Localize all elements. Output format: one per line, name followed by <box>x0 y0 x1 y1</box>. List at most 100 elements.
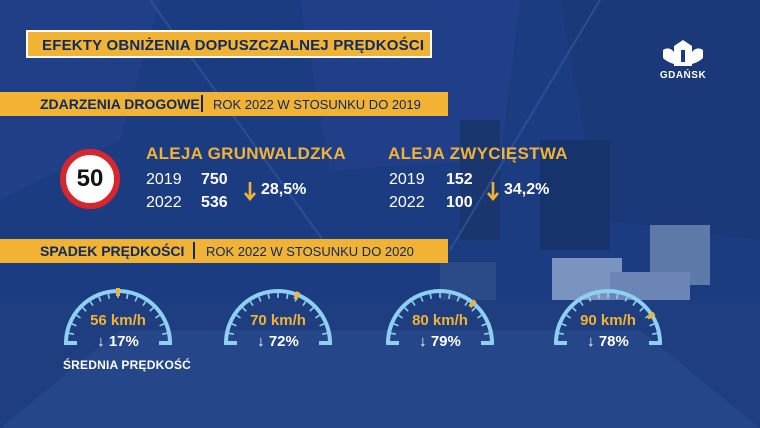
gauge-tick <box>429 293 433 300</box>
gauge-tick <box>249 300 254 307</box>
gauge-tick <box>411 300 416 307</box>
gauge-speed-value: 80 km/h <box>412 312 468 329</box>
year: 2022 <box>389 194 425 211</box>
title-banner: EFEKTY OBNIŻENIA DOPUSZCZALNEJ PRĘDKOŚCI <box>26 30 432 58</box>
gauge-tick <box>228 332 235 336</box>
gauge-percent-value: 79% <box>430 333 461 350</box>
gauge-tick <box>258 296 262 302</box>
gauge-tick <box>404 307 409 312</box>
gauge-tick <box>302 300 307 307</box>
gauge-tick <box>82 307 87 312</box>
divider <box>193 242 195 259</box>
gauge-tick <box>651 332 658 336</box>
speed-gauge <box>386 289 494 345</box>
gauge-tick <box>242 307 247 312</box>
gauge-tick <box>161 332 168 336</box>
gauge-marker <box>293 291 301 301</box>
accident-count: 750 <box>201 171 228 188</box>
accident-count: 152 <box>446 171 473 188</box>
gauge-tick <box>321 332 328 336</box>
gauge-tick <box>231 323 237 327</box>
change-percent: 34,2% <box>504 181 550 198</box>
gauge-percent-value: 17% <box>108 333 139 350</box>
gauge-tick <box>134 296 138 302</box>
gauge-tick <box>75 314 82 319</box>
gdansk-coat-of-arms-icon <box>663 40 703 66</box>
gauge-tick <box>142 300 147 307</box>
arrow-down-icon <box>244 182 256 201</box>
gauge-arc <box>224 289 332 344</box>
gauge-tick <box>125 293 129 300</box>
accident-count: 100 <box>446 194 473 211</box>
gauge-tick <box>639 307 644 312</box>
gauge-tick <box>420 296 424 302</box>
change-percent: 28,5% <box>261 181 307 198</box>
gauge-tick <box>154 314 161 319</box>
gauge-tick <box>447 293 451 300</box>
gauge-speed-value: 56 km/h <box>90 312 146 329</box>
gauge-tick <box>71 323 77 327</box>
gauge-tick <box>267 293 271 300</box>
accidents-section-header: ZDARZENIA DROGOWE ROK 2022 W STOSUNKU DO… <box>0 92 448 116</box>
gauge-tick <box>285 293 289 300</box>
gauge-tick <box>615 293 619 300</box>
speed-section-header: SPADEK PRĘDKOŚCI ROK 2022 W STOSUNKU DO … <box>0 239 448 263</box>
street-name: ALEJA ZWYCIĘSTWA <box>388 144 568 163</box>
gauge-marker <box>468 299 477 309</box>
year: 2019 <box>146 171 182 188</box>
section-title: SPADEK PRĘDKOŚCI <box>40 243 185 259</box>
gauge-tick <box>149 307 154 312</box>
gauge-tick <box>579 300 584 307</box>
gauge-tick <box>481 323 487 327</box>
gauge-tick <box>159 323 165 327</box>
gauge-tick <box>390 332 397 336</box>
speed-limit-value: 50 <box>76 165 104 192</box>
gauge-tick <box>456 296 460 302</box>
average-speed-label: ŚREDNIA PRĘDKOŚĆ <box>62 358 192 372</box>
gauge-percent-value: 72% <box>268 333 299 350</box>
gauge-tick <box>624 296 628 302</box>
year: 2022 <box>146 194 182 211</box>
section-subtitle: ROK 2022 W STOSUNKU DO 2019 <box>213 97 421 112</box>
speed-limit-sign: 50 <box>60 149 120 209</box>
section-subtitle: ROK 2022 W STOSUNKU DO 2020 <box>206 244 414 259</box>
gauge-percent-drop: ↓ 17% <box>97 333 139 350</box>
gauge-tick <box>632 300 637 307</box>
gauge-tick <box>597 293 601 300</box>
gauge-percent-drop: ↓ 72% <box>257 333 299 350</box>
gauge-marker <box>646 311 656 320</box>
gauge-tick <box>558 332 565 336</box>
page-title: EFEKTY OBNIŻENIA DOPUSZCZALNEJ PRĘDKOŚCI <box>42 37 425 54</box>
year: 2019 <box>389 171 425 188</box>
gauge-arc <box>386 289 494 344</box>
gauge-tick <box>483 332 490 336</box>
street-name: ALEJA GRUNWALDZKA <box>146 144 346 163</box>
gauge-tick <box>572 307 577 312</box>
gauge-tick <box>397 314 404 319</box>
gauge-percent-value: 78% <box>598 333 629 350</box>
speed-gauge <box>64 288 172 345</box>
gauge-tick <box>314 314 321 319</box>
gauge-tick <box>393 323 399 327</box>
gauge-tick <box>565 314 572 319</box>
gauge-tick <box>471 307 476 312</box>
logo-text: GDAŃSK <box>659 70 707 81</box>
speed-gauge <box>224 289 332 345</box>
gauge-tick <box>235 314 242 319</box>
gauge-tick <box>89 300 94 307</box>
divider <box>201 95 203 112</box>
gauge-arc <box>554 289 662 344</box>
gauge-tick <box>588 296 592 302</box>
gauge-speed-value: 70 km/h <box>250 312 306 329</box>
accident-count: 536 <box>201 194 228 211</box>
gauge-tick <box>476 314 483 319</box>
arrow-down-icon <box>487 182 499 201</box>
gauge-tick <box>107 293 111 300</box>
gauge-percent-drop: ↓ 79% <box>419 333 461 350</box>
gauge-tick <box>561 323 567 327</box>
section-title: ZDARZENIA DROGOWE <box>40 96 200 112</box>
gauge-tick <box>649 323 655 327</box>
gauge-tick <box>319 323 325 327</box>
